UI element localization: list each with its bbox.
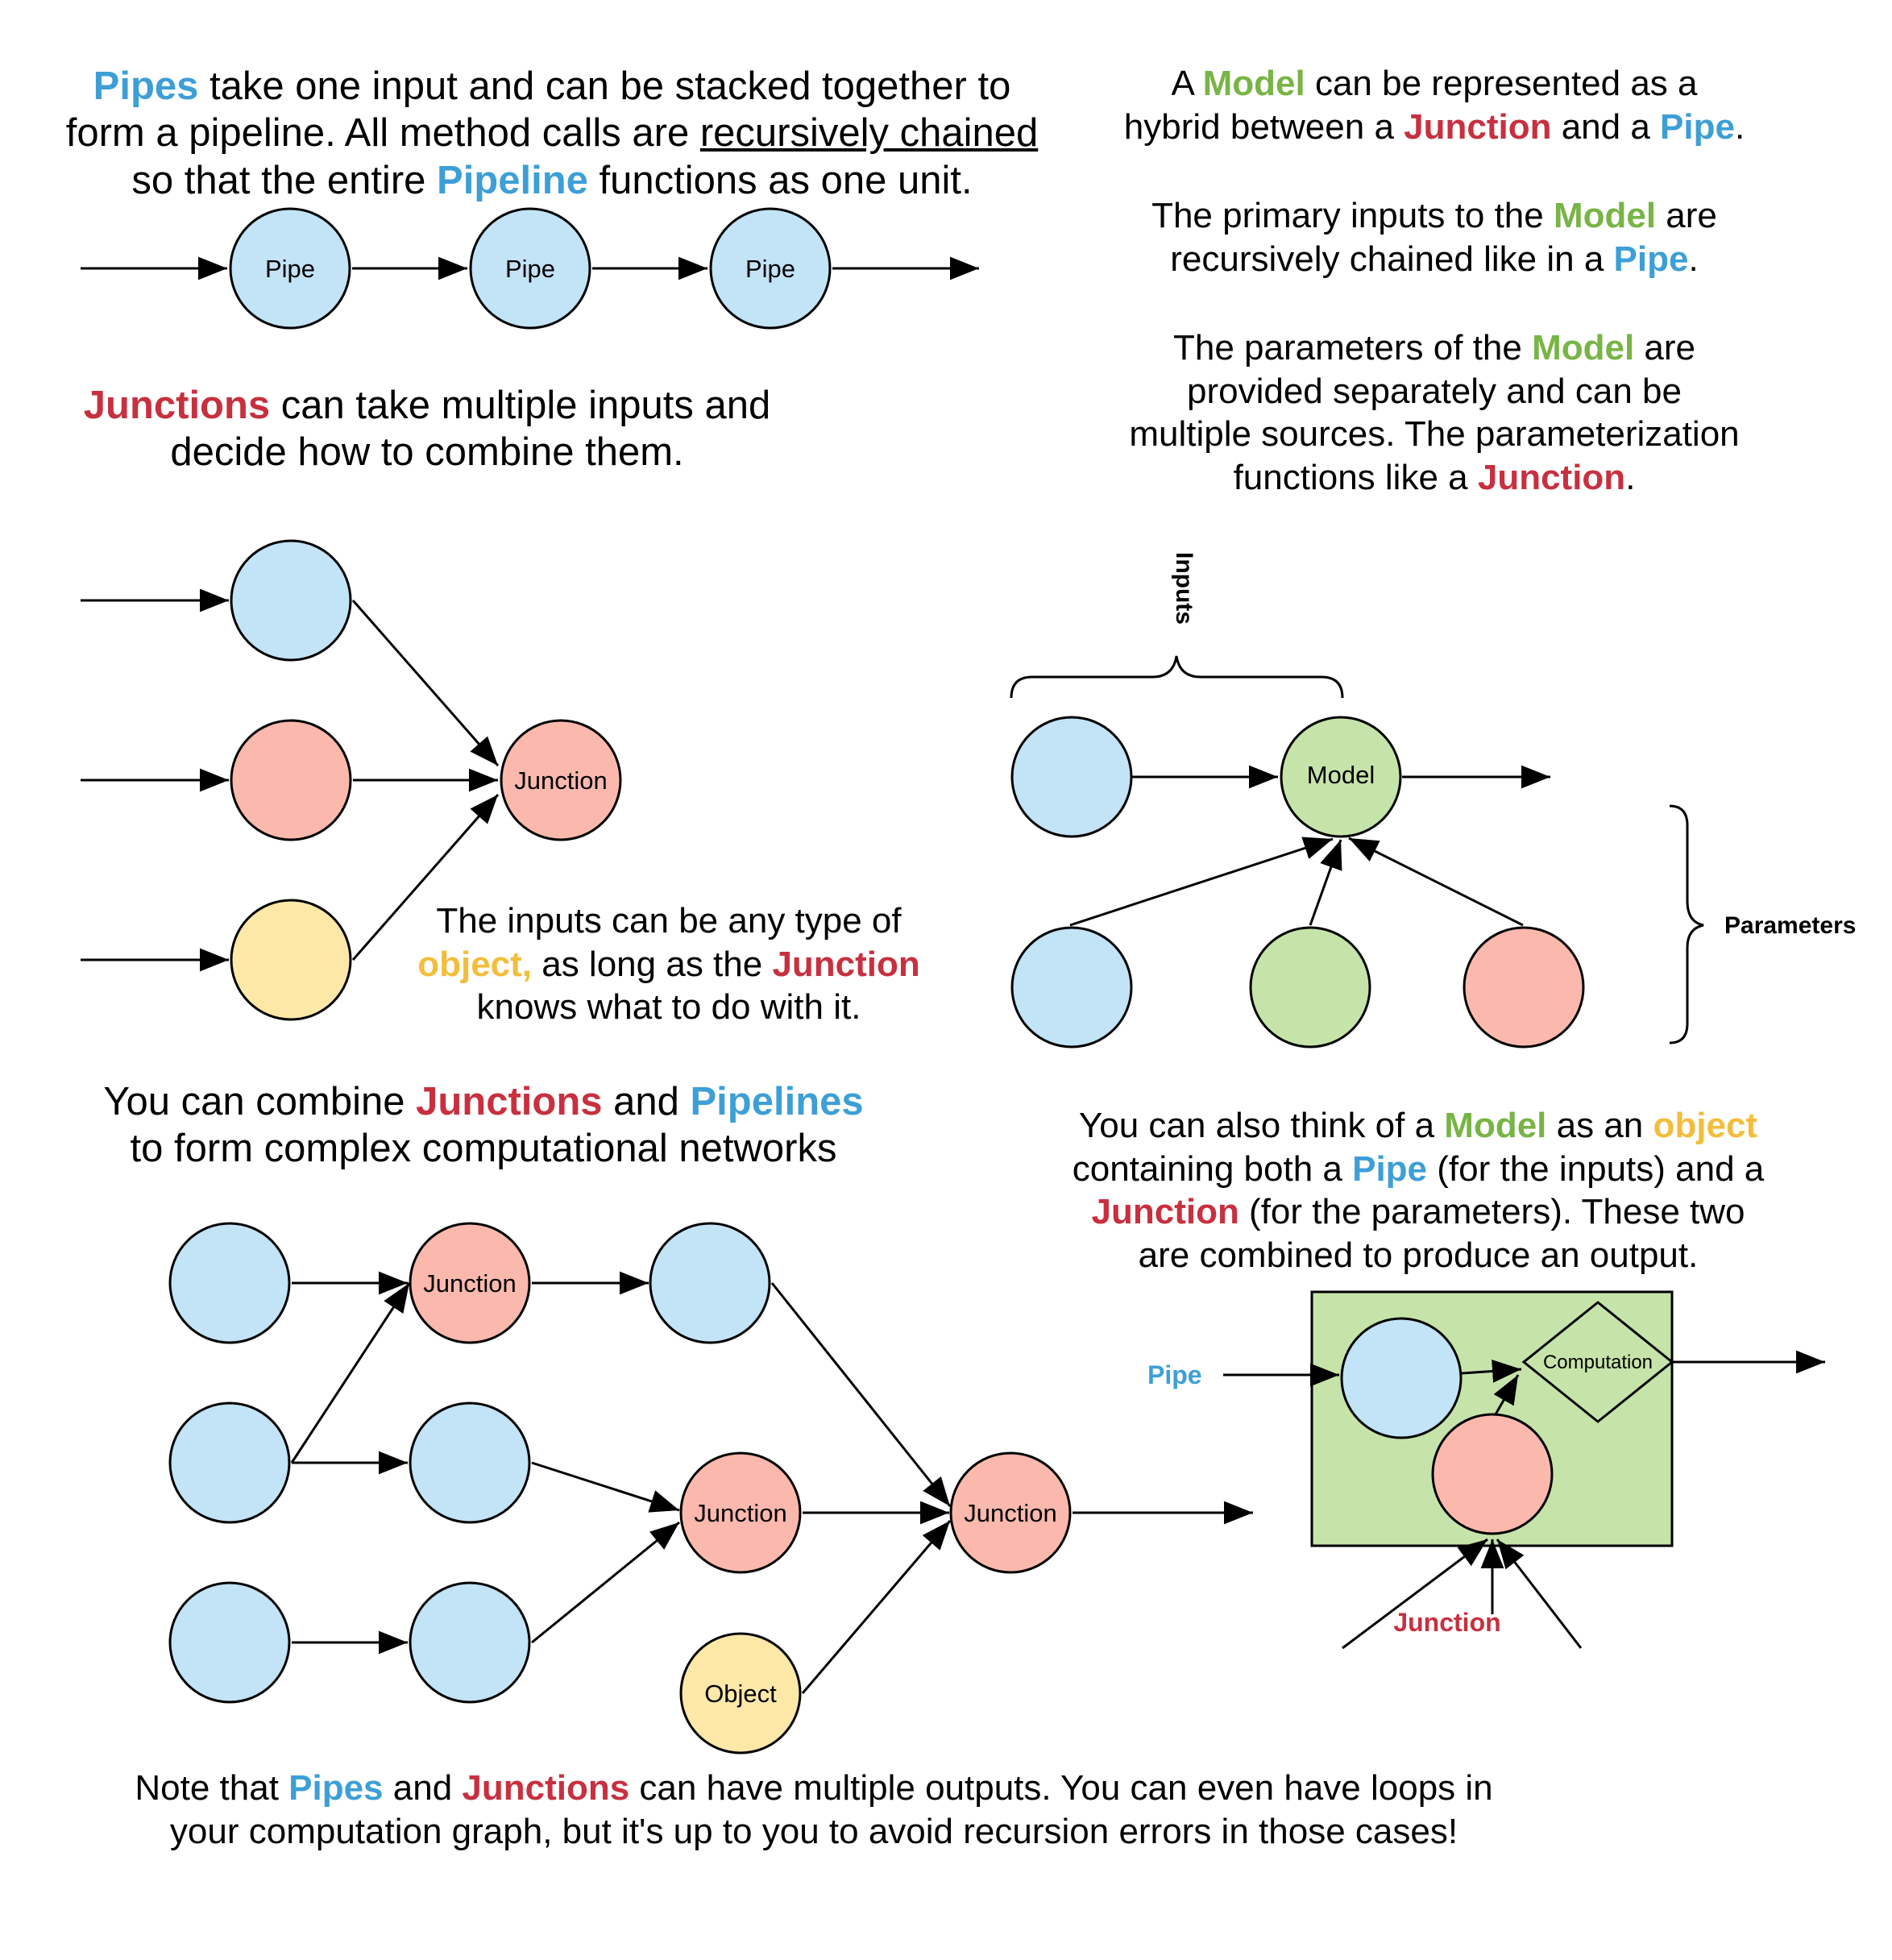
inputs-brace bbox=[1010, 655, 1344, 699]
computation-label: Computation bbox=[1543, 1352, 1653, 1373]
pipe-node bbox=[168, 1401, 291, 1524]
junction-node bbox=[949, 1451, 1072, 1574]
keyword-junctions: Junctions bbox=[462, 1768, 630, 1808]
pipe-parameter-node bbox=[1010, 926, 1133, 1049]
underlined-recursively-chained: recursively chained bbox=[699, 111, 1039, 156]
pipe-node bbox=[649, 1222, 771, 1344]
pipe-node bbox=[1340, 1317, 1463, 1439]
junction-node bbox=[1431, 1413, 1554, 1535]
junction-input-node bbox=[230, 719, 352, 841]
keyword-junction: Junction bbox=[772, 944, 920, 984]
edge-arrow bbox=[351, 600, 500, 766]
pipe-node-label: Pipe bbox=[265, 255, 315, 283]
junctions-description: Junctions can take multiple inputs and d… bbox=[83, 384, 771, 475]
pipe-node bbox=[409, 1401, 531, 1524]
pipe-node bbox=[168, 1222, 291, 1344]
model-inputs-description: The primary inputs to the Model are recu… bbox=[1151, 196, 1717, 279]
keyword-model: Model bbox=[1532, 328, 1635, 368]
pipe-node bbox=[409, 1581, 531, 1704]
pipe-node bbox=[709, 207, 832, 330]
keyword-pipe: Pipe bbox=[1352, 1148, 1428, 1189]
keyword-pipeline: Pipeline bbox=[437, 158, 588, 202]
keyword-pipe: Pipe bbox=[1660, 106, 1735, 147]
network-diagram: Junction Junction Object Junction bbox=[168, 1222, 1253, 1754]
edge-arrow bbox=[1461, 1360, 1522, 1383]
pipe-side-label: Pipe bbox=[1147, 1360, 1202, 1389]
keyword-junction: Junction bbox=[1404, 106, 1552, 147]
junction-side-label: Junction bbox=[1393, 1608, 1500, 1637]
computation-diamond bbox=[1521, 1301, 1674, 1423]
junction-parameter-node bbox=[1463, 926, 1585, 1049]
edge-arrow bbox=[770, 1282, 952, 1507]
junction-diagram: Junction bbox=[81, 539, 622, 1021]
edge-arrow bbox=[1348, 837, 1524, 927]
pipeline-diagram: Pipe Pipe Pipe bbox=[81, 207, 979, 330]
object-input-node bbox=[230, 899, 352, 1021]
keyword-junction: Junction bbox=[1091, 1192, 1239, 1232]
keyword-pipe: Pipe bbox=[1613, 239, 1689, 279]
keyword-junctions: Junctions bbox=[416, 1080, 603, 1123]
pipe-input-node bbox=[230, 539, 352, 662]
keyword-model: Model bbox=[1202, 64, 1305, 103]
combine-description: You can combine Junctions and Pipelines … bbox=[103, 1080, 864, 1171]
note-description: Note that Pipes and Junctions can have m… bbox=[135, 1768, 1493, 1851]
keyword-object: object, bbox=[417, 944, 533, 984]
edge-arrow bbox=[531, 1461, 680, 1513]
pipe-input-node bbox=[1010, 716, 1133, 838]
inputs-any-type-description: The inputs can be any type of object, as… bbox=[417, 901, 920, 1028]
model-object-diagram: Pipe Computation Junction bbox=[1147, 1290, 1825, 1650]
model-parameter-node bbox=[1249, 926, 1371, 1049]
edge-arrow bbox=[1496, 1539, 1583, 1649]
junction-node bbox=[500, 719, 622, 841]
edge-arrow bbox=[290, 1282, 411, 1464]
pipe-node bbox=[229, 207, 351, 330]
pipe-node-label: Pipe bbox=[505, 255, 555, 283]
edge-arrow bbox=[1069, 837, 1334, 927]
junction-node-label: Junction bbox=[514, 766, 607, 795]
edge-arrow bbox=[1493, 1374, 1520, 1415]
keyword-model: Model bbox=[1553, 196, 1657, 235]
pipe-node-label: Pipe bbox=[745, 255, 795, 283]
edge-arrow bbox=[801, 1520, 952, 1694]
edge-arrow bbox=[1342, 1538, 1488, 1650]
junction-node bbox=[679, 1451, 802, 1574]
keyword-pipelines: Pipelines bbox=[690, 1080, 864, 1123]
inputs-label: Inputs bbox=[1171, 552, 1197, 625]
keyword-model: Model bbox=[1444, 1106, 1547, 1145]
model-node bbox=[1280, 716, 1402, 838]
keyword-object: object bbox=[1653, 1106, 1758, 1145]
junction-node bbox=[409, 1222, 531, 1344]
junction-node-label: Junction bbox=[694, 1499, 786, 1527]
model-hybrid-description: A Model can be represented as a hybrid b… bbox=[1123, 64, 1745, 147]
keyword-junctions: Junctions bbox=[83, 384, 271, 427]
object-node bbox=[679, 1632, 802, 1754]
junction-node-label: Junction bbox=[964, 1499, 1056, 1527]
model-diagram: Inputs Parameters Model bbox=[1010, 552, 1856, 1049]
model-object-description: You can also think of a Model as an obje… bbox=[1072, 1106, 1765, 1276]
edge-arrow bbox=[351, 794, 500, 961]
model-params-description: The parameters of the Model are provided… bbox=[1129, 328, 1740, 498]
object-node-label: Object bbox=[704, 1680, 777, 1708]
junction-node-label: Junction bbox=[423, 1269, 516, 1298]
edge-arrow bbox=[1309, 839, 1342, 926]
pipe-node bbox=[469, 207, 591, 330]
edge-arrow bbox=[531, 1521, 680, 1644]
parameters-label: Parameters bbox=[1724, 912, 1856, 939]
model-node-label: Model bbox=[1307, 761, 1375, 789]
keyword-pipes: Pipes bbox=[288, 1768, 384, 1808]
keyword-junction: Junction bbox=[1477, 458, 1626, 498]
pipe-node bbox=[168, 1581, 291, 1704]
parameters-brace bbox=[1669, 804, 1704, 1044]
keyword-pipes: Pipes bbox=[93, 64, 199, 108]
pipes-description: Pipes take one input and can be stacked … bbox=[65, 64, 1039, 202]
